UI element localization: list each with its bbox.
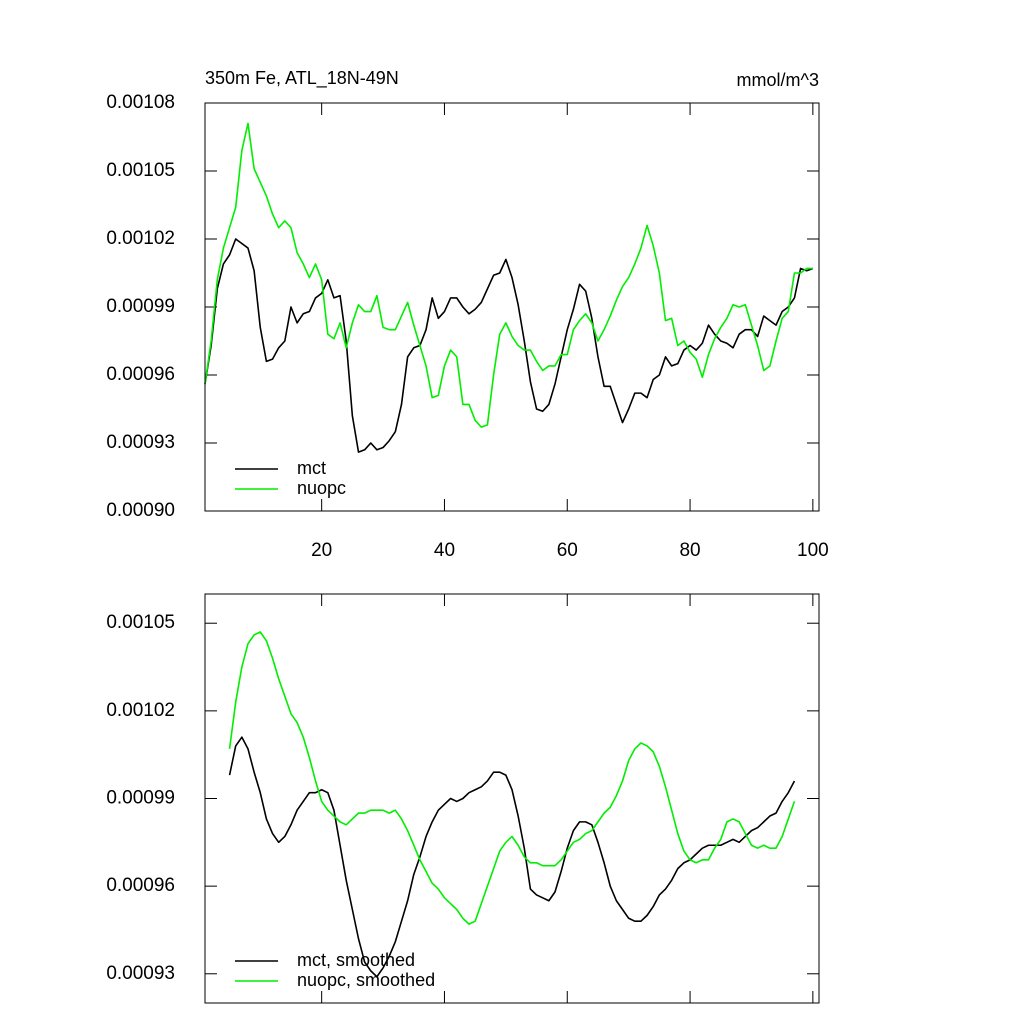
data-line — [228, 736, 796, 978]
x-tick-label: 60 — [557, 540, 578, 561]
y-tick-label: 0.00105 — [106, 612, 175, 633]
legend-label: nuopc — [297, 478, 346, 498]
x-tick-label: 40 — [434, 540, 455, 561]
x-tick-label: 80 — [679, 540, 700, 561]
plot-frame — [204, 593, 820, 1004]
data-line — [204, 238, 814, 453]
legend-label: mct, smoothed — [297, 950, 415, 970]
y-tick-label: 0.00099 — [106, 788, 175, 809]
y-tick-label: 0.00102 — [106, 228, 175, 249]
y-tick-label: 0.00096 — [106, 364, 175, 385]
y-tick-label: 0.00096 — [106, 875, 175, 896]
data-line — [204, 122, 813, 428]
y-tick-label: 0.00093 — [106, 432, 175, 453]
legend-label: mct — [297, 458, 326, 478]
y-tick-label: 0.00099 — [106, 296, 175, 317]
x-tick-label: 100 — [797, 540, 829, 561]
units-label: mmol/m^3 — [737, 70, 819, 90]
data-line — [228, 631, 796, 925]
chart-title: 350m Fe, ATL_18N-49N — [205, 68, 399, 89]
x-tick-label: 20 — [311, 540, 332, 561]
y-tick-label: 0.00108 — [106, 92, 175, 113]
y-tick-label: 0.00090 — [106, 500, 175, 521]
y-tick-label: 0.00102 — [106, 700, 175, 721]
plot-frame — [204, 102, 820, 512]
y-tick-label: 0.00093 — [106, 963, 175, 984]
legend-label: nuopc, smoothed — [297, 970, 435, 990]
y-tick-label: 0.00105 — [106, 160, 175, 181]
